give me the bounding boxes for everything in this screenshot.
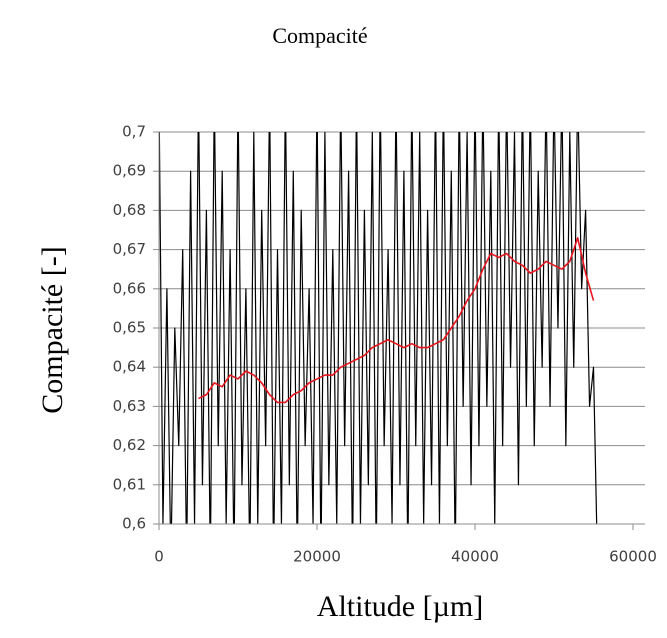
- y-tick-label: 0,6: [122, 515, 146, 533]
- axes: 0,6 0,61 0,62 0,63 0,64 0,65 0,66 0,67 0,68 0,69 0…: [113, 123, 657, 566]
- x-tick-label: 40000: [451, 548, 499, 566]
- x-tick-label: 60000: [609, 548, 657, 566]
- data-line: [198, 237, 595, 404]
- plot-area: [159, 132, 598, 524]
- y-tick-label: 0,69: [113, 162, 146, 180]
- x-axis-label: Altitude [µm]: [317, 590, 483, 623]
- y-tick-label: 0,64: [113, 358, 146, 376]
- y-tick-label: 0,68: [113, 201, 146, 219]
- y-tick-label: 0,63: [113, 397, 146, 415]
- chart-title: Compacité: [272, 23, 367, 48]
- y-tick-label: 0,61: [113, 475, 146, 493]
- data-line: [159, 132, 598, 524]
- y-tick-label: 0,62: [113, 436, 146, 454]
- x-tick-label: 20000: [293, 548, 341, 566]
- y-axis-label: Compacité [-]: [36, 246, 69, 413]
- y-tick-label: 0,67: [113, 240, 146, 258]
- x-tick-label: 0: [154, 548, 164, 566]
- y-tick-label: 0,66: [113, 279, 146, 297]
- y-tick-label: 0,7: [122, 123, 146, 141]
- y-tick-label: 0,65: [113, 319, 146, 337]
